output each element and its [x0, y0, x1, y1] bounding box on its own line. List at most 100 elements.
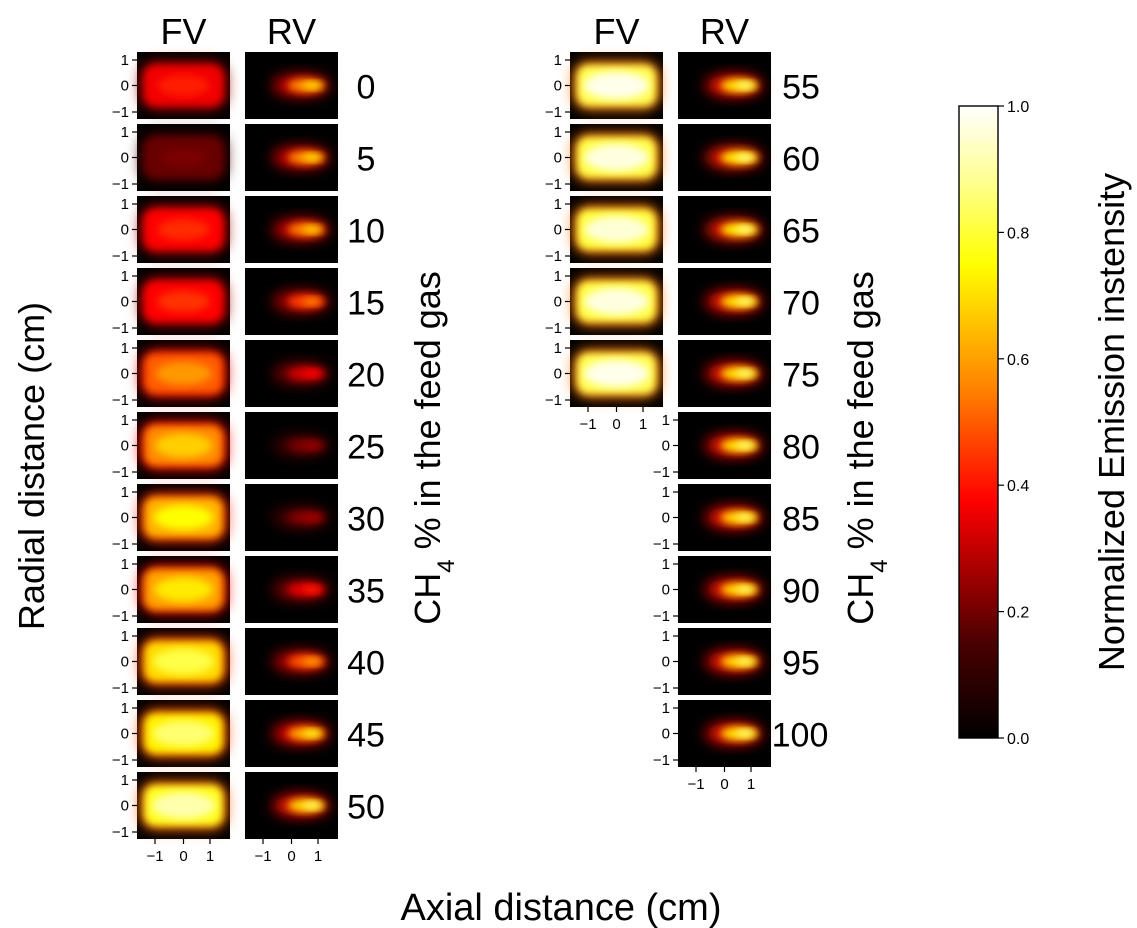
radial-tick-label: 0: [662, 654, 670, 671]
plasma-core: [735, 586, 755, 593]
colorbar-tick-label: 0.6: [1007, 352, 1029, 369]
ch4-percent-label: 75: [782, 357, 820, 395]
fv-panel-14: [570, 268, 663, 335]
radial-tick-label: 0: [554, 294, 562, 311]
colorbar-tick-label: 1.0: [1007, 99, 1029, 116]
plasma-core: [735, 154, 755, 161]
radial-tick-label: 1: [554, 52, 562, 69]
radial-tick-label: 0: [554, 222, 562, 239]
plasma-core: [302, 154, 322, 161]
radial-tick-label: 1: [554, 196, 562, 213]
fv-panel-3: [137, 268, 230, 335]
rv-panel-2: [245, 196, 338, 263]
plasma-core: [302, 586, 322, 593]
radial-tick-label: 0: [121, 366, 129, 383]
radial-tick-label: 0: [662, 438, 670, 455]
fv-panel-2: [137, 196, 230, 263]
fv-panel-8: [137, 628, 230, 695]
radial-tick-label: −1: [112, 464, 129, 481]
axial-tick-label: 1: [314, 848, 322, 865]
axial-tick-label: −1: [687, 776, 704, 793]
plasma-core: [735, 514, 755, 521]
ch4-percent-label: 50: [347, 789, 385, 827]
plasma-core: [152, 720, 215, 747]
fv-panel-12: [570, 124, 663, 191]
radial-tick-label: 1: [554, 268, 562, 285]
fv-column-header: FV: [593, 11, 639, 52]
radial-tick-label: 1: [121, 628, 129, 645]
fv-panel-5: [137, 412, 230, 479]
radial-tick-label: 0: [121, 798, 129, 815]
plasma-core: [735, 298, 755, 305]
axial-tick-label: 1: [639, 416, 647, 433]
fv-column-header: FV: [160, 11, 206, 52]
colorbar: 0.0 0.2 0.4 0.6 0.8 1.0 Normalized Emission in…: [958, 99, 1132, 748]
radial-tick-label: −1: [545, 248, 562, 265]
plasma-core: [157, 219, 210, 240]
ch4-percent-label: 30: [347, 501, 385, 539]
colorbar-tick-label: 0.4: [1007, 478, 1029, 495]
fv-panel-10: [137, 772, 230, 839]
rv-panel-4: [245, 340, 338, 407]
radial-tick-label: −1: [653, 752, 670, 769]
colorbar-tick-label: 0.0: [1007, 731, 1029, 748]
rv-panel-17: [678, 484, 771, 551]
plasma-core: [151, 792, 216, 819]
radial-tick-label: −1: [653, 464, 670, 481]
radial-tick-label: −1: [112, 680, 129, 697]
fv-panel-6: [137, 484, 230, 551]
radial-tick-label: 1: [554, 124, 562, 141]
radial-tick-label: −1: [112, 176, 129, 193]
rv-panel-11: [678, 52, 771, 119]
rv-panel-6: [245, 484, 338, 551]
radial-tick-label: −1: [653, 608, 670, 625]
ch4-percent-label: 100: [772, 717, 829, 755]
plasma-core: [152, 648, 215, 675]
radial-tick-label: −1: [653, 536, 670, 553]
feed-gas-axis-label: CH4 % in the feed gas: [840, 271, 893, 625]
radial-tick-label: 1: [662, 556, 670, 573]
ch4-percent-label: 20: [347, 357, 385, 395]
radial-tick-label: 0: [554, 150, 562, 167]
colorbar-label: Normalized Emission instensity: [1091, 173, 1132, 671]
radial-tick-label: −1: [112, 248, 129, 265]
radial-tick-label: 0: [121, 294, 129, 311]
radial-tick-label: −1: [112, 104, 129, 121]
radial-tick-label: −1: [112, 608, 129, 625]
fv-panel-4: [137, 340, 230, 407]
plasma-core: [584, 359, 649, 388]
rv-panel-9: [245, 700, 338, 767]
radial-tick-label: 1: [662, 412, 670, 429]
rv-panel-8: [245, 628, 338, 695]
ch4-percent-label: 85: [782, 501, 820, 539]
radial-tick-label: 0: [554, 366, 562, 383]
radial-tick-label: 0: [121, 510, 129, 527]
ch4-percent-label: 70: [782, 285, 820, 323]
ch4-percent-label: 40: [347, 645, 385, 683]
axial-tick-label: 0: [287, 848, 295, 865]
fv-panel-0: [137, 52, 230, 119]
radial-tick-label: 1: [662, 628, 670, 645]
plasma-core: [735, 226, 755, 233]
axial-tick-label: 0: [179, 848, 187, 865]
plasma-core: [154, 577, 213, 602]
rv-column-header: RV: [700, 11, 749, 52]
plasma-core: [154, 433, 213, 458]
plasma-core: [735, 658, 755, 665]
radial-tick-label: 1: [121, 772, 129, 789]
radial-tick-label: −1: [545, 392, 562, 409]
plasma-core: [584, 71, 649, 100]
rv-panel-15: [678, 340, 771, 407]
radial-tick-label: −1: [545, 104, 562, 121]
radial-tick-label: 0: [121, 582, 129, 599]
rv-panel-3: [245, 268, 338, 335]
radial-tick-label: 0: [121, 150, 129, 167]
rv-panel-5: [245, 412, 338, 479]
plasma-core: [302, 226, 322, 233]
plasma-core: [584, 144, 649, 171]
axial-tick-label: 0: [612, 416, 620, 433]
axial-tick-label: −1: [579, 416, 596, 433]
radial-tick-label: −1: [653, 680, 670, 697]
ch4-percent-label: 90: [782, 573, 820, 611]
figure-labels: FV RV FV RV05101520253035404550556065707580…: [11, 11, 893, 928]
